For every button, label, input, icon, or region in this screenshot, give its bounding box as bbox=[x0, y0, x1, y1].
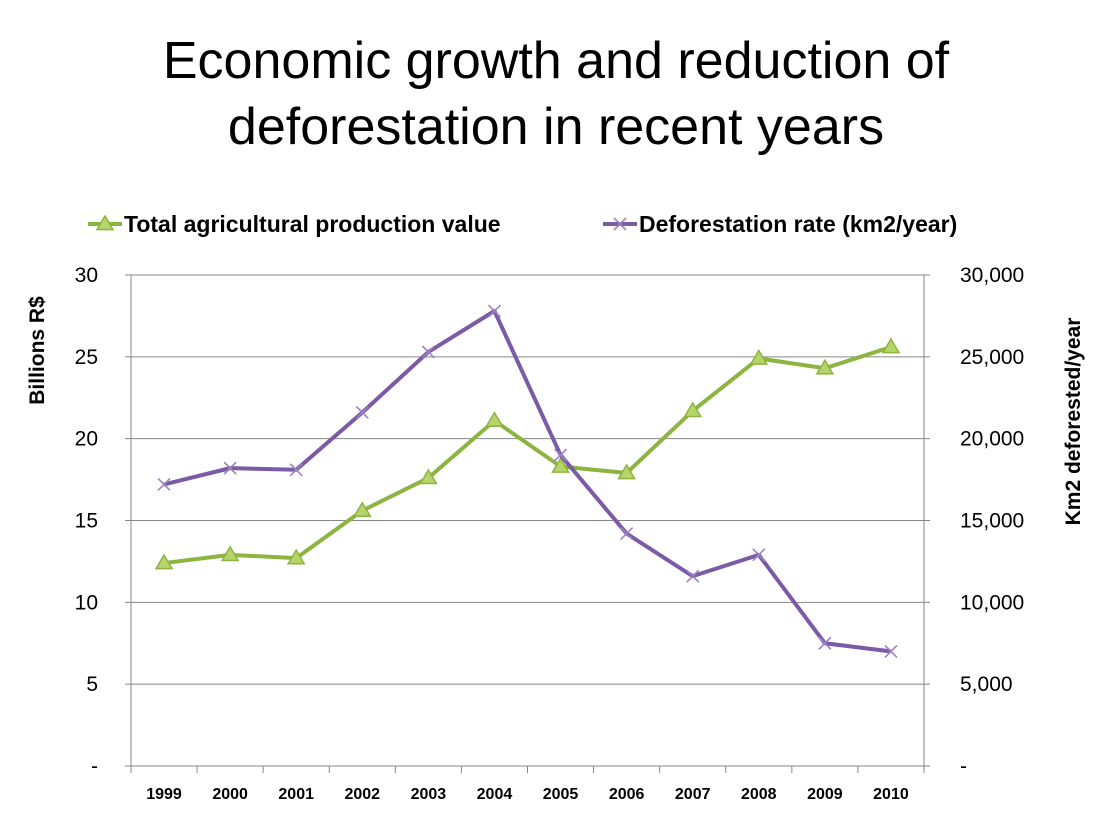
legend-marker bbox=[95, 214, 115, 231]
x-marker-stroke bbox=[157, 477, 171, 492]
x-marker-stroke bbox=[620, 527, 634, 541]
x-tick-label: 2008 bbox=[741, 786, 777, 803]
y-left-tick-label: 15 bbox=[75, 510, 98, 533]
x-tick-label: 2009 bbox=[807, 786, 843, 803]
series-agricultural-production-point bbox=[220, 545, 240, 562]
x-marker-stroke bbox=[818, 636, 832, 650]
y-right-tick-label: 25,000 bbox=[960, 346, 1024, 369]
series-agricultural-production-point bbox=[419, 468, 438, 485]
series-agricultural-production-point bbox=[154, 553, 174, 570]
series-deforestation-rate-point bbox=[553, 448, 568, 462]
tick-labels: - 5 10 15 20 25 30 - 5,000 10,000 15,000 20,000 25,0… bbox=[26, 264, 1085, 803]
series-agricultural-production-line bbox=[163, 345, 892, 566]
series-group bbox=[154, 304, 901, 658]
y-left-tick-label: - bbox=[91, 755, 98, 778]
series-agricultural-production-point bbox=[485, 411, 504, 428]
x-marker-stroke bbox=[613, 217, 627, 231]
x-marker-stroke bbox=[553, 448, 568, 462]
x-tick-label: 2004 bbox=[477, 786, 513, 803]
y-right-tick-label: 5,000 bbox=[960, 673, 1013, 696]
x-tick-label: 2000 bbox=[212, 786, 248, 803]
x-tick-label: 2005 bbox=[543, 786, 579, 803]
y-left-tick-label: 30 bbox=[75, 264, 98, 287]
series-agricultural-production-point bbox=[617, 463, 636, 480]
x-marker-stroke bbox=[884, 644, 898, 658]
series-deforestation-rate-point bbox=[289, 463, 303, 477]
series-agricultural-production-point bbox=[352, 501, 372, 518]
x-tick-label: 1999 bbox=[146, 786, 182, 803]
y-left-axis-title: Billions R$ bbox=[26, 296, 49, 405]
y-right-tick-label: - bbox=[960, 755, 967, 778]
series-deforestation-rate-point bbox=[223, 461, 237, 475]
grid-lines bbox=[131, 274, 924, 685]
title-line-1: Economic growth and reduction of bbox=[162, 32, 950, 90]
series-deforestation-rate-line bbox=[163, 309, 892, 654]
y-left-tick-label: 20 bbox=[75, 428, 98, 451]
x-marker-stroke bbox=[752, 548, 766, 562]
x-marker-stroke bbox=[421, 345, 435, 359]
x-tick-label: 2006 bbox=[609, 786, 645, 803]
legend-agricultural-production: Total agricultural production value bbox=[88, 211, 501, 237]
series-deforestation-rate-point bbox=[487, 304, 502, 318]
series-agricultural-production-point bbox=[286, 548, 306, 565]
axes bbox=[125, 274, 930, 773]
series-agricultural-production-point bbox=[749, 348, 769, 365]
x-marker-stroke bbox=[487, 304, 502, 318]
series-agricultural-production-point bbox=[815, 358, 835, 375]
page-title: Economic growth and reduction of defores… bbox=[0, 28, 1112, 160]
series-deforestation-rate-point bbox=[355, 405, 369, 420]
series-agricultural-production-point bbox=[881, 337, 901, 354]
legend-marker bbox=[613, 217, 627, 231]
series-deforestation-rate-point bbox=[818, 636, 832, 650]
series-agricultural-production-point bbox=[683, 401, 703, 418]
series-deforestation-rate-point bbox=[752, 548, 766, 562]
series-agricultural-production-point bbox=[551, 457, 570, 473]
legend-label: Deforestation rate (km2/year) bbox=[639, 211, 957, 237]
x-marker-stroke bbox=[355, 405, 369, 420]
x-tick-label: 2003 bbox=[411, 786, 447, 803]
x-marker-stroke bbox=[289, 463, 303, 477]
y-right-axis-title: Km2 deforested/year bbox=[1062, 318, 1085, 526]
x-marker-stroke bbox=[223, 461, 237, 475]
x-tick-label: 2010 bbox=[873, 786, 909, 803]
legend: Total agricultural production value Defor… bbox=[88, 211, 957, 237]
y-left-tick-label: 10 bbox=[75, 591, 98, 614]
legend-label: Total agricultural production value bbox=[124, 211, 501, 237]
x-tick-label: 2007 bbox=[675, 786, 711, 803]
y-right-tick-label: 15,000 bbox=[960, 510, 1024, 533]
x-tick-label: 2001 bbox=[278, 786, 314, 803]
title-line-2: deforestation in recent years bbox=[227, 98, 885, 156]
series-deforestation-rate-point bbox=[884, 644, 898, 658]
series-deforestation-rate-point bbox=[686, 569, 700, 583]
x-marker-stroke bbox=[686, 569, 700, 583]
y-left-tick-label: 5 bbox=[86, 673, 98, 696]
y-right-tick-label: 10,000 bbox=[960, 591, 1024, 614]
series-deforestation-rate-point bbox=[421, 345, 435, 359]
series-deforestation-rate-point bbox=[620, 527, 634, 541]
legend-deforestation-rate: Deforestation rate (km2/year) bbox=[603, 211, 957, 237]
y-left-tick-label: 25 bbox=[75, 346, 98, 369]
x-tick-label: 2002 bbox=[344, 786, 380, 803]
y-right-tick-label: 30,000 bbox=[960, 264, 1024, 287]
y-right-tick-label: 20,000 bbox=[960, 428, 1024, 451]
series-deforestation-rate-point bbox=[157, 477, 171, 492]
